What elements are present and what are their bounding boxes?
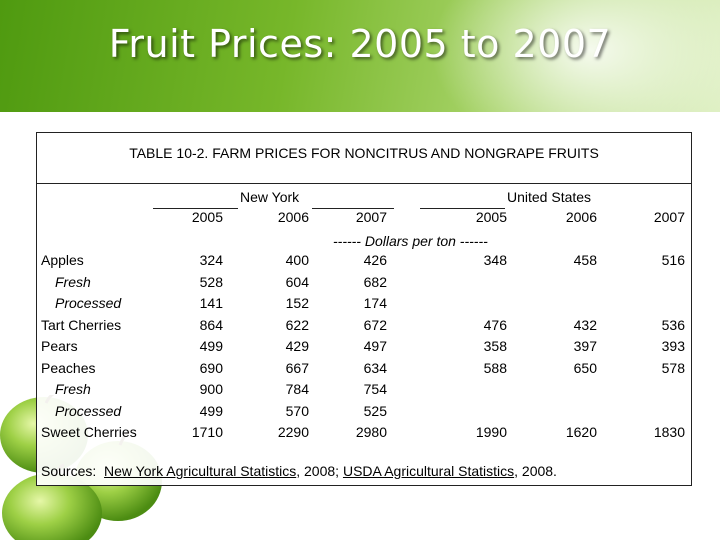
table-cell: 1710: [191, 424, 223, 440]
table-cell: 516: [661, 252, 685, 268]
group-rule: [153, 208, 238, 209]
table-cell: 476: [483, 317, 507, 333]
table-cell: 400: [285, 252, 309, 268]
table-cell: 426: [363, 252, 387, 268]
group-header-new-york: New York: [240, 189, 300, 205]
row-label: Fresh: [55, 381, 91, 397]
price-table: TABLE 10-2. FARM PRICES FOR NONCITRUS AN…: [36, 132, 692, 486]
table-cell: 152: [285, 295, 309, 311]
group-rule: [420, 208, 505, 209]
table-cell: 622: [285, 317, 309, 333]
table-cell: 174: [363, 295, 387, 311]
table-cell: 604: [285, 274, 309, 290]
table-cell: 393: [661, 338, 685, 354]
table-cell: 650: [573, 360, 597, 376]
table-cell: 528: [199, 274, 223, 290]
table-cell: 754: [363, 381, 387, 397]
row-label: Peaches: [41, 360, 96, 376]
table-cell: 690: [199, 360, 223, 376]
table-cell: 784: [285, 381, 309, 397]
year-header: 2005: [475, 209, 507, 225]
table-cell: 588: [483, 360, 507, 376]
group-rule: [312, 208, 394, 209]
table-cell: 667: [285, 360, 309, 376]
source-ny: New York Agricultural Statistics: [104, 463, 297, 479]
source-us: USDA Agricultural Statistics: [342, 463, 515, 479]
source-sep: , 2008;: [296, 463, 340, 479]
table-cell: 536: [661, 317, 685, 333]
unit-label: ------ Dollars per ton ------: [333, 233, 488, 249]
table-cell: 1830: [653, 424, 685, 440]
table-cell: 358: [483, 338, 507, 354]
table-cell: 634: [363, 360, 387, 376]
table-cell: 682: [363, 274, 387, 290]
table-cell: 348: [483, 252, 507, 268]
table-cell: 2290: [277, 424, 309, 440]
source-note: Sources: New York Agricultural Statistic…: [41, 463, 557, 479]
slide-title: Fruit Prices: 2005 to 2007: [108, 22, 612, 66]
table-cell: 429: [285, 338, 309, 354]
group-header-united-states: United States: [507, 189, 592, 205]
table-cell: 864: [199, 317, 223, 333]
table-cell: 570: [285, 403, 309, 419]
year-header: 2007: [653, 209, 685, 225]
table-cell: 141: [199, 295, 223, 311]
table-cell: 900: [199, 381, 223, 397]
table-cell: 499: [199, 403, 223, 419]
table-cell: 2980: [355, 424, 387, 440]
table-cell: 672: [363, 317, 387, 333]
table-cell: 525: [363, 403, 387, 419]
table-cell: 458: [573, 252, 597, 268]
row-label: Sweet Cherries: [41, 424, 137, 440]
table-cell: 1990: [475, 424, 507, 440]
table-cell: 1620: [565, 424, 597, 440]
row-label: Fresh: [55, 274, 91, 290]
row-label: Tart Cherries: [41, 317, 122, 333]
table-cell: 497: [363, 338, 387, 354]
table-cell: 499: [199, 338, 223, 354]
year-header: 2007: [355, 209, 387, 225]
source-prefix: Sources:: [41, 463, 97, 479]
year-header: 2006: [277, 209, 309, 225]
table-cell: 397: [573, 338, 597, 354]
row-label: Apples: [41, 252, 84, 268]
row-label: Processed: [55, 403, 122, 419]
table-cell: 324: [199, 252, 223, 268]
row-label: Processed: [55, 295, 122, 311]
table-caption: TABLE 10-2. FARM PRICES FOR NONCITRUS AN…: [129, 145, 599, 161]
table-cell: 578: [661, 360, 685, 376]
year-header: 2006: [565, 209, 597, 225]
row-label: Pears: [41, 338, 78, 354]
year-header: 2005: [191, 209, 223, 225]
caption-divider: [37, 183, 691, 184]
table-cell: 432: [573, 317, 597, 333]
source-suffix: , 2008.: [514, 463, 557, 479]
